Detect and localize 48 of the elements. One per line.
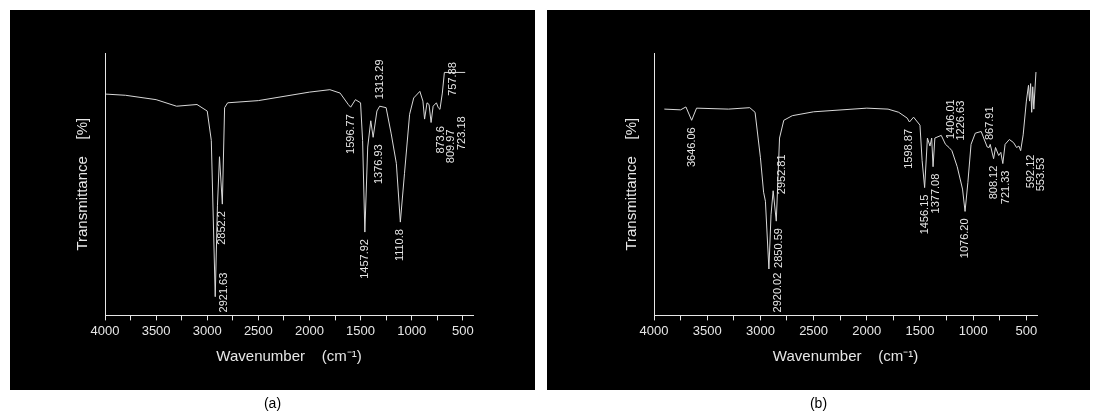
x-tick-label: 1500 — [905, 322, 935, 338]
annotation: 721.33 — [998, 170, 1011, 205]
annotation: 1376.93 — [372, 144, 385, 185]
annotation: 1598.87 — [902, 129, 915, 169]
annotation: 757.88 — [446, 62, 459, 96]
annotation: 2921.63 — [217, 272, 230, 313]
x-tick-label: 500 — [451, 322, 474, 338]
x-tick-label: 2500 — [799, 322, 829, 338]
x-tick-label: 3500 — [141, 322, 171, 338]
annotation: 867.91 — [983, 106, 996, 141]
annotation: 2852.2 — [215, 211, 228, 245]
annotation: 553.53 — [1033, 157, 1046, 192]
x-tick-label: 1500 — [346, 322, 376, 338]
text: (a) — [262, 395, 283, 411]
annotation: 808.12 — [986, 165, 999, 200]
annotation: 723.18 — [455, 116, 467, 151]
x-tick-label: 3000 — [192, 322, 222, 338]
x-tick-label: 1000 — [958, 322, 988, 338]
annotation: 1226.63 — [954, 100, 967, 141]
x-tick-label: 2500 — [243, 322, 273, 338]
annotation: 2952.81 — [775, 154, 788, 195]
annotation: 592.12 — [1023, 154, 1036, 189]
annotation: 2850.59 — [772, 228, 785, 268]
x-tick-label: 4000 — [90, 322, 120, 338]
x-tick-label: 2000 — [852, 322, 882, 338]
x-tick-label: 2000 — [294, 322, 324, 338]
annotation: 1377.08 — [929, 173, 942, 214]
x-axis-title: Wavenumber (cm⁻¹) — [772, 347, 919, 365]
annotation: 1313.29 — [372, 59, 385, 100]
annotation: 1076.20 — [958, 218, 971, 259]
annotation: 873.6 — [433, 126, 446, 154]
y-axis-title: Transmittance [%] — [622, 117, 640, 251]
x-tick-label: 500 — [1015, 322, 1038, 338]
x-tick-label: 3000 — [745, 322, 775, 338]
text: (b) — [808, 395, 829, 411]
x-tick-label: 3500 — [692, 322, 722, 338]
annotation: 809.97 — [444, 129, 457, 164]
annotation: 2920.02 — [770, 272, 783, 313]
annotation: 1406.01 — [944, 99, 956, 140]
x-axis-title: Wavenumber (cm⁻¹) — [216, 347, 362, 365]
annotation: 1596.77 — [343, 114, 356, 154]
y-axis-title: Transmittance [%] — [73, 117, 91, 251]
annotation: 1456.15 — [917, 194, 930, 235]
annotation: 3646.06 — [684, 127, 697, 168]
annotation: 1110.8 — [393, 229, 406, 262]
x-tick-label: 4000 — [639, 322, 669, 338]
annotation: 1457.92 — [357, 239, 370, 279]
x-tick-label: 1000 — [397, 322, 427, 338]
